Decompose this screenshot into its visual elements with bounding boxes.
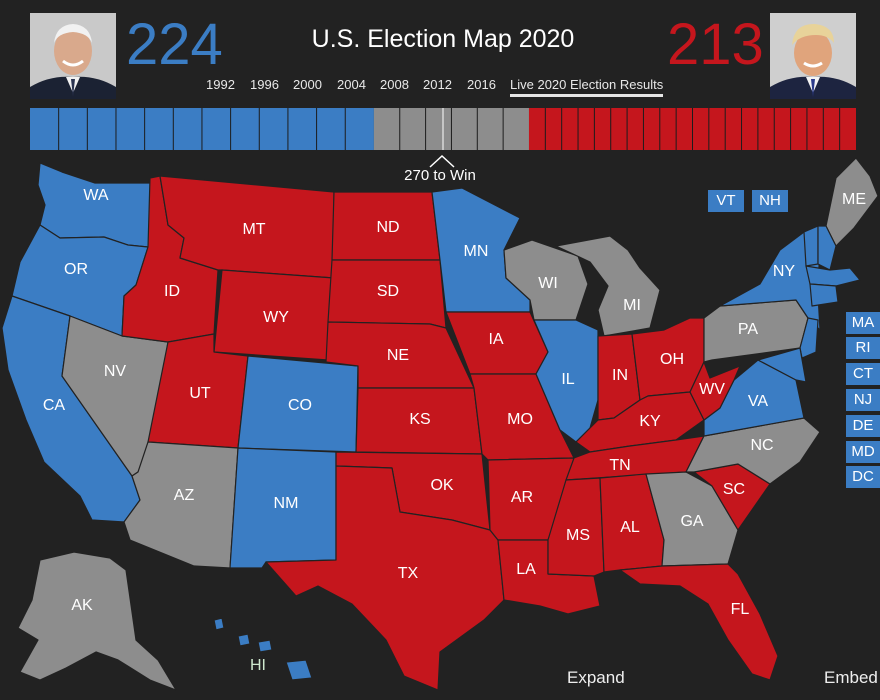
small-state-CT[interactable]: CT bbox=[846, 363, 880, 385]
small-state-DE[interactable]: DE bbox=[846, 415, 880, 437]
state-shape-CT-RI[interactable] bbox=[809, 283, 839, 307]
year-link-1996[interactable]: 1996 bbox=[250, 77, 279, 92]
state-ND[interactable] bbox=[331, 191, 441, 261]
dem-candidate-portrait bbox=[30, 13, 116, 99]
year-selector: 1992 1996 2000 2004 2008 2012 2016 Live … bbox=[0, 77, 880, 97]
state-WY[interactable] bbox=[213, 269, 335, 361]
year-link-2016[interactable]: 2016 bbox=[467, 77, 496, 92]
small-state-VT[interactable]: VT bbox=[708, 190, 744, 212]
small-state-MA[interactable]: MA bbox=[846, 312, 880, 334]
embed-button[interactable]: Embed bbox=[824, 668, 878, 687]
state-shape-MD-DE[interactable] bbox=[757, 347, 807, 383]
state-WV[interactable] bbox=[689, 361, 741, 421]
year-link-2000[interactable]: 2000 bbox=[293, 77, 322, 92]
year-link-2008[interactable]: 2008 bbox=[380, 77, 409, 92]
state-HI[interactable] bbox=[213, 617, 313, 681]
state-AZ[interactable] bbox=[123, 441, 239, 569]
page-title: U.S. Election Map 2020 bbox=[311, 25, 575, 53]
year-link-2012[interactable]: 2012 bbox=[423, 77, 452, 92]
small-state-MD[interactable]: MD bbox=[846, 441, 880, 463]
dem-electoral-count: 224 bbox=[126, 12, 223, 77]
expand-button[interactable]: Expand bbox=[567, 668, 625, 687]
state-GA[interactable] bbox=[645, 471, 739, 567]
state-shape-VT[interactable] bbox=[803, 225, 819, 267]
state-NM[interactable] bbox=[229, 447, 337, 569]
state-label-HI: HI bbox=[250, 657, 266, 674]
year-link-2004[interactable]: 2004 bbox=[337, 77, 366, 92]
state-shape-NJ[interactable] bbox=[799, 317, 819, 359]
state-FL[interactable] bbox=[619, 563, 779, 681]
state-AK[interactable] bbox=[17, 551, 177, 691]
electoral-vote-bar bbox=[30, 108, 856, 150]
rep-candidate-portrait bbox=[770, 13, 856, 99]
year-link-1992[interactable]: 1992 bbox=[206, 77, 235, 92]
state-MI[interactable] bbox=[555, 235, 661, 337]
state-SD[interactable] bbox=[327, 259, 447, 329]
state-TX[interactable] bbox=[265, 465, 505, 691]
state-NY[interactable] bbox=[719, 231, 821, 331]
state-CO[interactable] bbox=[237, 355, 359, 453]
state-KS[interactable] bbox=[355, 387, 483, 455]
state-WA[interactable] bbox=[37, 162, 159, 248]
state-shape-MA[interactable] bbox=[805, 265, 861, 287]
rep-electoral-count: 213 bbox=[667, 12, 764, 77]
win-marker-caret bbox=[429, 154, 455, 168]
state-ME[interactable] bbox=[825, 157, 879, 247]
small-state-RI[interactable]: RI bbox=[846, 337, 880, 359]
small-state-NH[interactable]: NH bbox=[752, 190, 788, 212]
small-state-DC[interactable]: DC bbox=[846, 466, 880, 488]
state-shape-NH[interactable] bbox=[817, 225, 837, 271]
year-link-live-2020[interactable]: Live 2020 Election Results bbox=[510, 77, 664, 97]
us-map: WA OR CA NV ID MT WY UT AZ CO NM ND SD N… bbox=[1, 154, 879, 691]
win-threshold-label: 270 to Win bbox=[404, 167, 476, 184]
small-state-NJ[interactable]: NJ bbox=[846, 389, 880, 411]
